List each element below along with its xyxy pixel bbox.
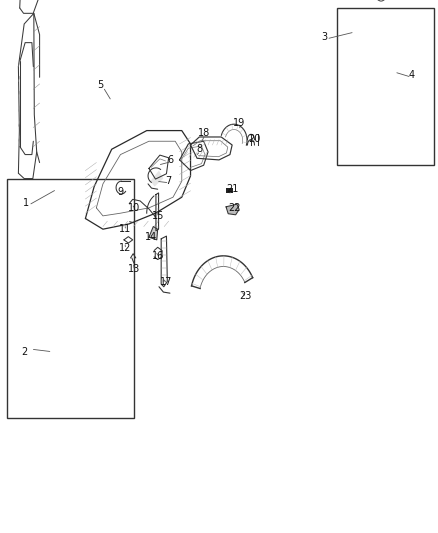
Bar bbox=[337, 8, 434, 165]
Text: 18: 18 bbox=[198, 128, 210, 138]
Bar bbox=[7, 179, 134, 418]
Text: 2: 2 bbox=[21, 347, 27, 357]
Text: 20: 20 bbox=[248, 134, 260, 143]
Text: 17: 17 bbox=[160, 278, 173, 287]
Polygon shape bbox=[226, 204, 239, 215]
Text: 21: 21 bbox=[226, 184, 238, 194]
Text: 15: 15 bbox=[152, 211, 164, 221]
Text: 5: 5 bbox=[98, 80, 104, 90]
Text: 16: 16 bbox=[152, 251, 164, 261]
Text: 6: 6 bbox=[168, 155, 174, 165]
Text: 23: 23 bbox=[239, 291, 251, 301]
Text: 14: 14 bbox=[145, 232, 157, 242]
Bar bbox=[127, 201, 131, 206]
Bar bbox=[122, 219, 130, 225]
Text: 4: 4 bbox=[409, 70, 415, 79]
Text: 9: 9 bbox=[117, 187, 124, 197]
Text: 1: 1 bbox=[23, 198, 29, 207]
Text: 12: 12 bbox=[119, 243, 131, 253]
Text: 10: 10 bbox=[127, 203, 140, 213]
Text: 11: 11 bbox=[119, 224, 131, 234]
Polygon shape bbox=[150, 171, 163, 187]
Text: 8: 8 bbox=[196, 144, 202, 154]
Text: 7: 7 bbox=[166, 176, 172, 186]
Polygon shape bbox=[149, 227, 158, 240]
Bar bbox=[226, 188, 233, 193]
Text: 19: 19 bbox=[233, 118, 245, 127]
Text: 3: 3 bbox=[321, 33, 327, 42]
Text: 22: 22 bbox=[228, 203, 240, 213]
Text: 13: 13 bbox=[127, 264, 140, 274]
